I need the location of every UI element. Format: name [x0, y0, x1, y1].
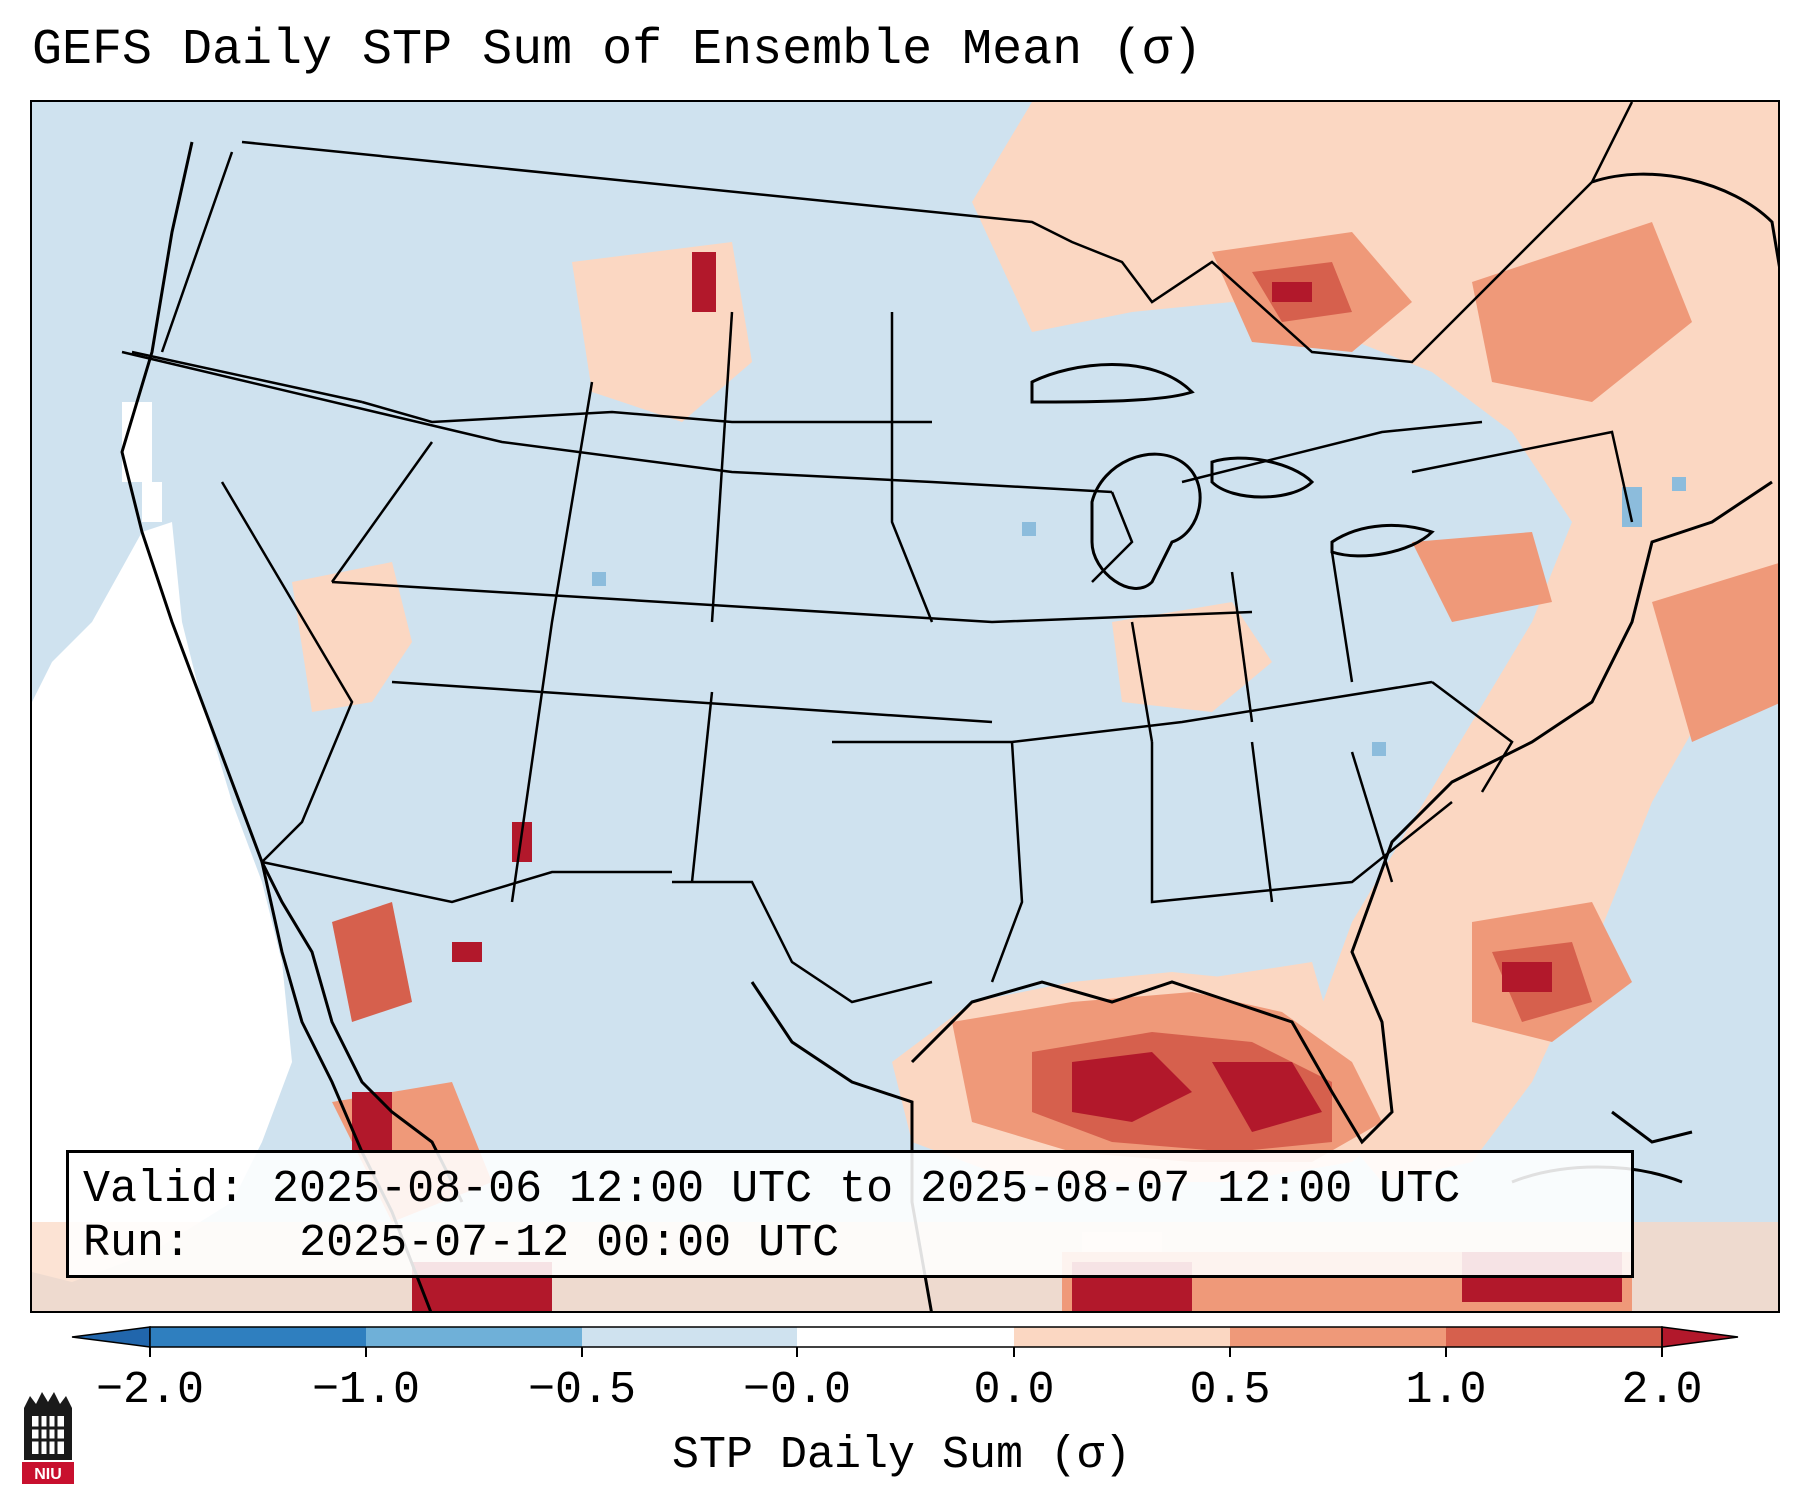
colorbar-tick-label: 2.0	[1621, 1365, 1703, 1416]
valid-run-info-box: Valid: 2025-08-06 12:00 UTC to 2025-08-0…	[66, 1150, 1634, 1278]
colorbar-segment-0	[150, 1327, 366, 1347]
colorbar-outline	[149, 1326, 1663, 1348]
colorbar-segments	[71, 1326, 1739, 1348]
run-label: Run:	[83, 1218, 192, 1269]
valid-label: Valid:	[83, 1164, 246, 1215]
colorbar-tick-marks	[149, 1347, 1663, 1357]
colorbar-segment-1	[366, 1327, 582, 1347]
colorbar-tick-label: −0.5	[527, 1365, 637, 1416]
colorbar-label: STP Daily Sum (σ)	[671, 1430, 1132, 1481]
colorbar-tick-label: 0.5	[1189, 1365, 1271, 1416]
run-time: 2025-07-12 00:00 UTC	[299, 1218, 840, 1269]
state-borders	[121, 102, 1634, 1004]
colorbar-segment-3	[797, 1327, 1014, 1347]
colorbar-segment-6	[1446, 1327, 1662, 1347]
plot-title: GEFS Daily STP Sum of Ensemble Mean (σ)	[32, 22, 1203, 79]
colorbar-tick-label: −1.0	[311, 1365, 421, 1416]
colorbar-segment-5	[1230, 1327, 1446, 1347]
logo-text: NIU	[34, 1466, 62, 1483]
colorbar-segment-2	[582, 1327, 797, 1347]
map-panel[interactable]	[30, 100, 1780, 1313]
colorbar-tick-label: 0.0	[973, 1365, 1055, 1416]
valid-time-range: 2025-08-06 12:00 UTC to 2025-08-07 12:00…	[272, 1164, 1461, 1215]
colorbar-segment-4	[1014, 1327, 1230, 1347]
niu-logo-icon: NIU	[20, 1390, 76, 1486]
colorbar-tick-label: −0.0	[742, 1365, 852, 1416]
colorbar-extend-low	[71, 1326, 151, 1348]
colorbar-tick-label: 1.0	[1405, 1365, 1487, 1416]
colorbar-extend-high	[1661, 1326, 1739, 1348]
colorbar-tick-label: −2.0	[95, 1365, 205, 1416]
map-svg	[32, 102, 1778, 1311]
